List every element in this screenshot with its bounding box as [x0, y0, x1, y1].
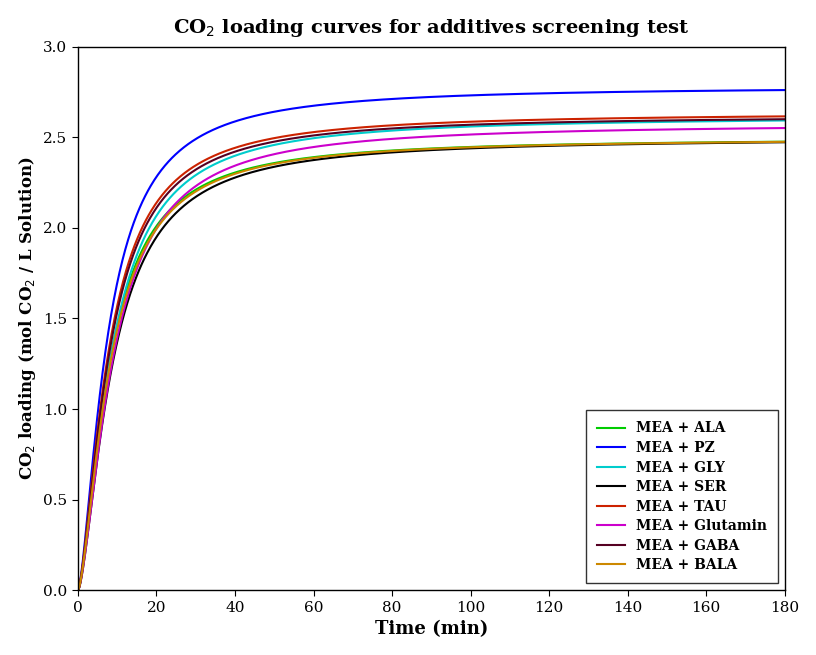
MEA + BALA [780, 138, 790, 146]
X-axis label: Time (min): Time (min) [375, 620, 488, 639]
Line: MEA + SER: MEA + SER [78, 142, 785, 590]
MEA + GABA [558, 119, 568, 126]
MEA + ALA [384, 147, 394, 155]
Line: MEA + ALA: MEA + ALA [78, 141, 785, 590]
MEA + PZ [558, 89, 568, 97]
MEA + SER [384, 149, 394, 157]
MEA + GABA [624, 117, 634, 125]
MEA + GLY [73, 586, 82, 594]
MEA + Glutamin [780, 124, 790, 132]
MEA + GABA [145, 214, 155, 222]
MEA + PZ [780, 86, 790, 94]
Line: MEA + Glutamin: MEA + Glutamin [78, 128, 785, 590]
Line: MEA + GLY: MEA + GLY [78, 121, 785, 590]
Legend: MEA + ALA, MEA + PZ, MEA + GLY, MEA + SER, MEA + TAU, MEA + Glutamin, MEA + GABA: MEA + ALA, MEA + PZ, MEA + GLY, MEA + SE… [586, 410, 778, 584]
MEA + GLY [558, 120, 568, 128]
MEA + BALA [637, 140, 647, 147]
MEA + TAU [624, 114, 634, 122]
MEA + GLY [780, 117, 790, 124]
MEA + TAU [637, 114, 647, 122]
MEA + BALA [73, 586, 82, 594]
MEA + Glutamin [558, 128, 568, 136]
MEA + ALA [624, 140, 634, 147]
MEA + TAU [780, 113, 790, 121]
MEA + Glutamin [624, 126, 634, 134]
Title: CO$_2$ loading curves for additives screening test: CO$_2$ loading curves for additives scre… [173, 16, 690, 39]
MEA + GABA [73, 586, 82, 594]
MEA + PZ [359, 97, 369, 105]
MEA + GABA [359, 126, 369, 134]
MEA + BALA [624, 140, 634, 147]
MEA + GLY [384, 127, 394, 135]
MEA + GLY [624, 119, 634, 126]
Y-axis label: CO$_2$ loading (mol CO$_2$ / L Solution): CO$_2$ loading (mol CO$_2$ / L Solution) [16, 157, 38, 480]
MEA + TAU [384, 122, 394, 130]
MEA + PZ [73, 586, 82, 594]
MEA + SER [359, 151, 369, 159]
MEA + TAU [359, 123, 369, 131]
MEA + SER [637, 140, 647, 148]
MEA + BALA [145, 234, 155, 242]
Line: MEA + TAU: MEA + TAU [78, 117, 785, 590]
MEA + SER [73, 586, 82, 594]
MEA + GABA [780, 115, 790, 123]
MEA + SER [145, 244, 155, 252]
MEA + BALA [384, 147, 394, 155]
MEA + SER [624, 140, 634, 148]
MEA + Glutamin [359, 138, 369, 145]
MEA + Glutamin [145, 236, 155, 244]
MEA + SER [558, 141, 568, 149]
MEA + Glutamin [637, 126, 647, 134]
MEA + GABA [637, 117, 647, 124]
MEA + TAU [558, 115, 568, 123]
MEA + PZ [145, 183, 155, 191]
MEA + ALA [780, 138, 790, 145]
MEA + TAU [73, 586, 82, 594]
MEA + GABA [384, 124, 394, 132]
MEA + PZ [624, 88, 634, 96]
MEA + TAU [145, 209, 155, 217]
Line: MEA + BALA: MEA + BALA [78, 142, 785, 590]
MEA + BALA [558, 141, 568, 149]
MEA + GLY [637, 119, 647, 126]
MEA + ALA [558, 141, 568, 149]
MEA + Glutamin [384, 135, 394, 143]
MEA + BALA [359, 149, 369, 157]
MEA + GLY [145, 223, 155, 231]
MEA + ALA [145, 232, 155, 240]
MEA + ALA [73, 586, 82, 594]
MEA + ALA [359, 149, 369, 157]
MEA + SER [780, 138, 790, 146]
MEA + PZ [637, 88, 647, 96]
MEA + Glutamin [73, 586, 82, 594]
MEA + PZ [384, 95, 394, 103]
MEA + GLY [359, 129, 369, 137]
Line: MEA + GABA: MEA + GABA [78, 119, 785, 590]
Line: MEA + PZ: MEA + PZ [78, 90, 785, 590]
MEA + ALA [637, 140, 647, 147]
